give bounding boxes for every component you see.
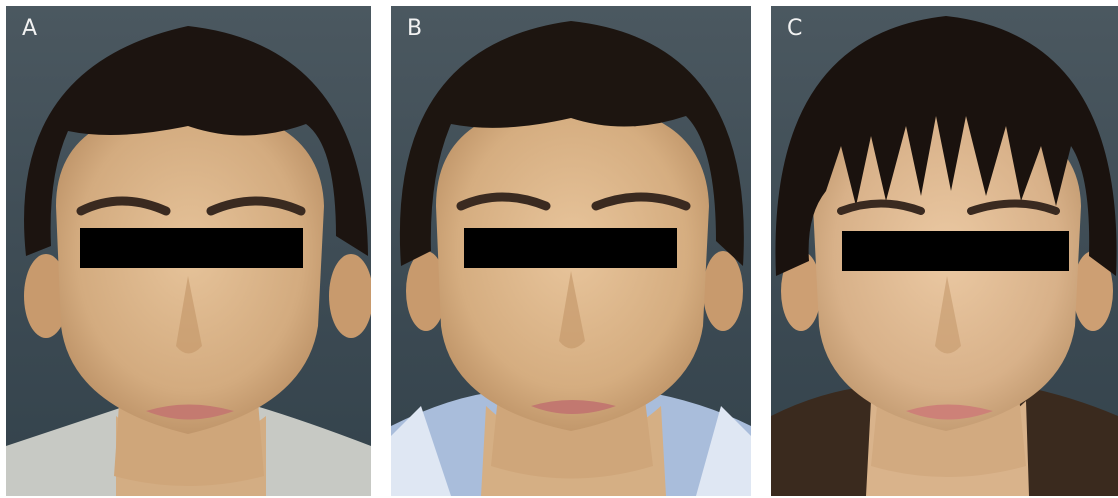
photo-panel-b: B	[391, 6, 751, 496]
face-photo-c	[771, 16, 1118, 496]
photo-panel-c: C	[771, 6, 1118, 496]
ear-right-a	[329, 254, 371, 338]
ear-right-c	[1073, 251, 1113, 331]
panel-label-b: B	[407, 16, 423, 41]
panel-label-c: C	[787, 16, 803, 41]
hair-b	[399, 21, 744, 266]
ear-left-a	[24, 254, 68, 338]
hair-c	[775, 16, 1117, 276]
face-a	[56, 106, 324, 434]
face-photo-b	[391, 21, 751, 496]
mouth-b	[531, 400, 616, 414]
photo-panel-a: A	[6, 6, 371, 496]
face-photo-a	[6, 26, 371, 496]
mouth-a	[146, 404, 234, 420]
ear-left-c	[781, 251, 821, 331]
privacy-bar-c	[842, 231, 1069, 271]
privacy-bar-b	[464, 228, 677, 268]
privacy-bar-a	[80, 228, 303, 268]
ear-left-b	[406, 251, 446, 331]
ear-right-b	[703, 251, 743, 331]
panel-label-a: A	[22, 16, 38, 41]
hair-a	[24, 26, 368, 256]
mouth-c	[906, 404, 993, 420]
